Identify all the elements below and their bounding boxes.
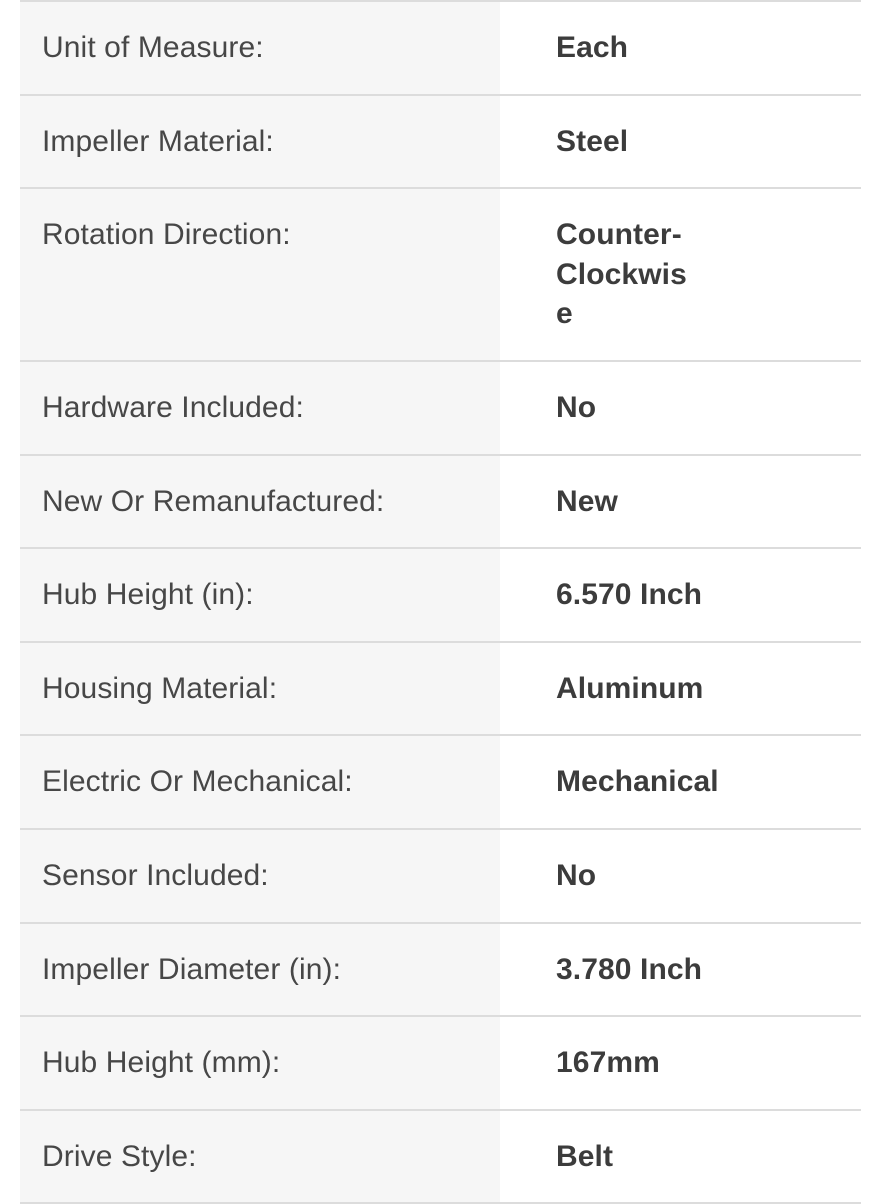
table-row: Hub Height (mm): 167mm [20,1015,861,1109]
spec-label: Hardware Included: [20,361,500,454]
table-row: Housing Material: Aluminum [20,640,861,735]
spec-label: Hub Height (in): [20,549,500,641]
spec-label: Impeller Diameter (in): [20,923,500,1016]
spec-value: 167mm [500,1017,861,1109]
spec-value: Belt [500,1110,861,1203]
spec-label: Rotation Direction: [20,189,500,360]
spec-value: No [500,829,861,922]
spec-value: Mechanical [500,736,861,828]
table-row: Impeller Material: Steel [20,93,861,188]
table-row: Sensor Included: No [20,827,861,922]
table-row: New Or Remanufactured: New [20,453,861,548]
spec-label: New Or Remanufactured: [20,455,500,548]
spec-value: Each [500,2,861,94]
spec-value: Steel [500,95,861,188]
spec-value: No [500,361,861,454]
table-row: Drive Style: Belt [20,1108,861,1204]
spec-label: Hub Height (mm): [20,1017,500,1109]
spec-value: 6.570 Inch [500,549,861,641]
spec-label: Impeller Material: [20,95,500,188]
table-row: Rotation Direction: Counter-Clockwise [20,187,861,360]
spec-label: Housing Material: [20,642,500,735]
spec-value: 3.780 Inch [500,923,861,1016]
spec-value: Aluminum [500,642,861,735]
spec-label: Electric Or Mechanical: [20,736,500,828]
spec-label: Sensor Included: [20,829,500,922]
spec-value: New [500,455,861,548]
spec-value: Counter-Clockwise [500,189,700,360]
table-row: Hub Height (in): 6.570 Inch [20,547,861,641]
table-row: Hardware Included: No [20,359,861,454]
table-row: Electric Or Mechanical: Mechanical [20,734,861,828]
table-row: Unit of Measure: Each [20,0,861,94]
spec-label: Unit of Measure: [20,2,500,94]
spec-label: Drive Style: [20,1110,500,1203]
table-row: Impeller Diameter (in): 3.780 Inch [20,921,861,1016]
